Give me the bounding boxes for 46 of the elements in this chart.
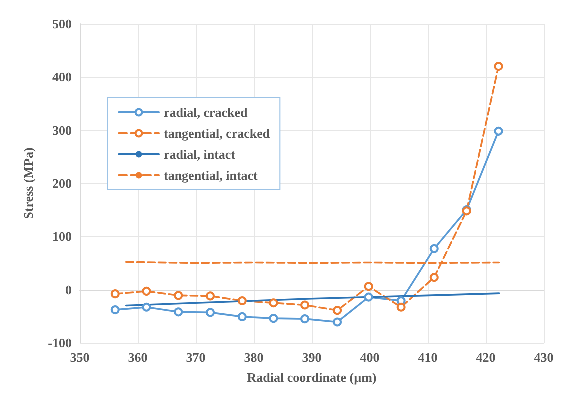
y-tick-label: -100 — [48, 336, 72, 350]
y-tick-label: 500 — [52, 16, 72, 32]
point — [238, 312, 247, 322]
point — [430, 273, 439, 282]
line-series — [126, 292, 500, 307]
point — [430, 244, 439, 254]
legend-label: radial, cracked — [164, 105, 249, 120]
point — [364, 292, 374, 302]
legend-label: radial, intact — [164, 147, 236, 162]
legend-label: tangential, cracked — [164, 126, 271, 141]
point — [174, 291, 184, 300]
x-tick-label: 410 — [418, 350, 438, 365]
point — [269, 314, 278, 324]
point — [110, 290, 120, 299]
point — [396, 302, 406, 312]
x-axis-title: Radial coordinate (µm) — [247, 370, 377, 385]
point — [110, 306, 120, 315]
point — [300, 300, 310, 310]
y-axis-title: Stress (MPa) — [21, 148, 36, 220]
legend-label: tangential, intact — [164, 168, 259, 183]
x-tick-label: 370 — [186, 350, 206, 365]
y-tick-label: 400 — [52, 70, 72, 85]
point — [269, 298, 278, 308]
point — [238, 296, 247, 306]
x-tick-label: 400 — [360, 350, 380, 365]
y-tick-label: 200 — [52, 176, 72, 191]
point — [142, 302, 152, 312]
point — [206, 292, 215, 301]
point — [333, 306, 342, 316]
point — [333, 318, 342, 327]
y-tick-label: 100 — [52, 229, 72, 244]
x-tick-label: 390 — [302, 350, 322, 365]
x-tick-label: 420 — [476, 350, 496, 365]
x-tick-label: 380 — [244, 350, 264, 365]
x-tick-label: 430 — [534, 350, 554, 365]
y-tick-label: 300 — [52, 122, 72, 138]
point — [494, 62, 504, 72]
x-tick-label: 360 — [128, 350, 148, 365]
point — [142, 286, 152, 296]
point — [206, 308, 215, 318]
y-tick-label: 0 — [66, 282, 72, 298]
point — [494, 126, 504, 136]
point — [300, 314, 310, 324]
point — [174, 308, 184, 317]
point — [364, 282, 374, 292]
x-tick-label: 350 — [70, 350, 90, 365]
